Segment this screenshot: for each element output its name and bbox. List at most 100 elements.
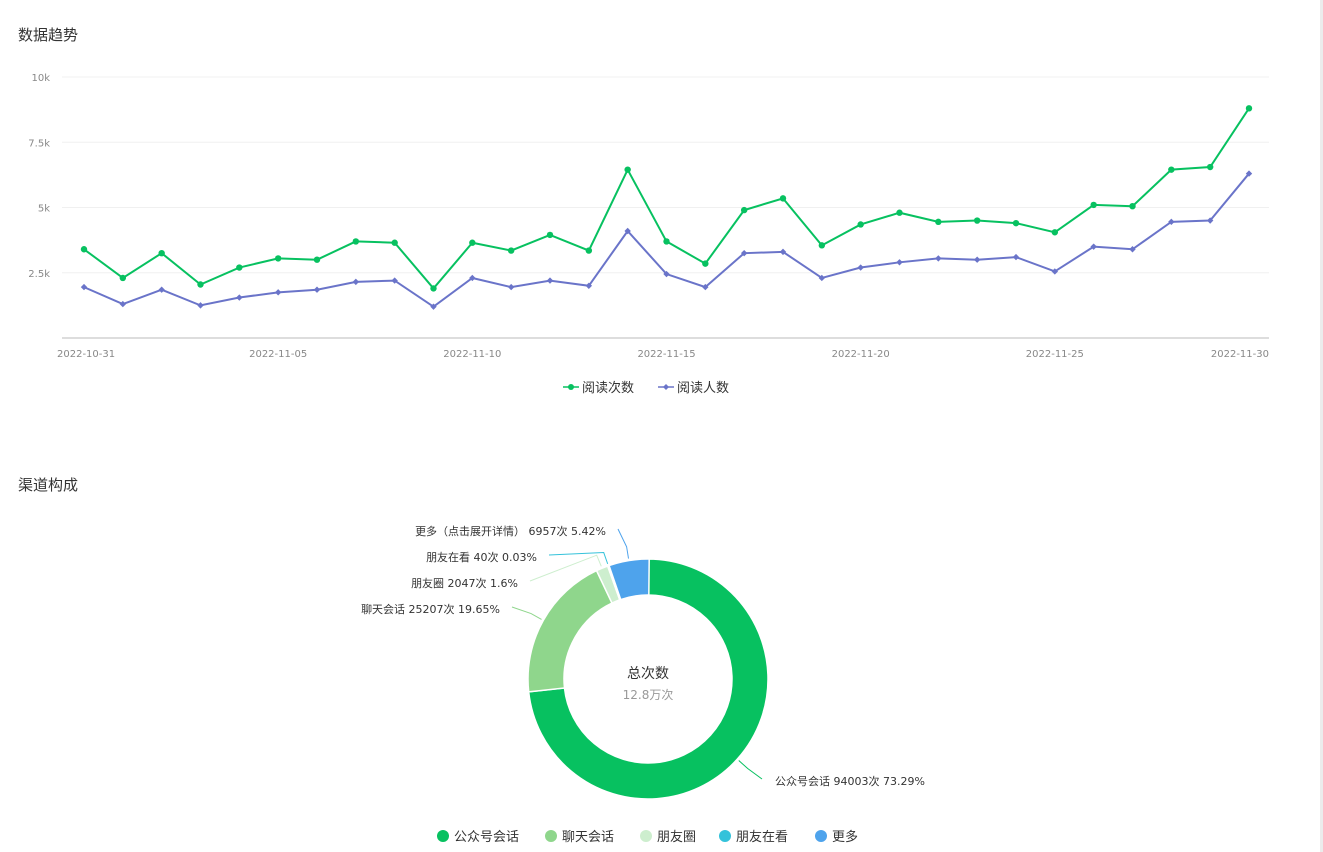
data-point[interactable]	[663, 270, 670, 278]
data-point[interactable]	[740, 249, 748, 257]
data-point[interactable]	[1245, 105, 1253, 112]
legend-label[interactable]: 聊天会话	[562, 830, 614, 845]
data-point[interactable]	[585, 282, 593, 289]
data-point[interactable]	[779, 195, 787, 202]
data-point[interactable]	[702, 260, 709, 267]
data-point[interactable]	[391, 239, 398, 246]
data-point[interactable]	[119, 300, 127, 308]
data-point[interactable]	[469, 274, 476, 282]
data-point[interactable]	[313, 256, 321, 263]
data-point[interactable]	[585, 247, 593, 254]
data-point[interactable]	[896, 259, 903, 266]
leader-line	[529, 554, 602, 582]
data-point[interactable]	[236, 294, 243, 301]
data-point[interactable]	[469, 239, 476, 246]
legend-dot[interactable]	[640, 830, 652, 842]
legend-label[interactable]: 阅读次数	[582, 380, 634, 396]
data-point[interactable]	[1012, 253, 1020, 261]
data-point[interactable]	[896, 209, 903, 216]
data-point[interactable]	[80, 283, 88, 291]
data-point[interactable]	[1129, 202, 1136, 210]
legend-label[interactable]: 阅读人数	[677, 381, 729, 396]
legend-label[interactable]: 公众号会话	[454, 830, 519, 845]
y-tick-label: 7.5k	[28, 138, 50, 149]
data-point[interactable]	[546, 231, 554, 239]
slice-label[interactable]: 更多（点击展开详情） 6957次 5.42%	[415, 524, 606, 538]
legend-dot[interactable]	[545, 830, 557, 842]
data-point[interactable]	[1090, 243, 1097, 250]
data-point[interactable]	[1012, 219, 1020, 227]
data-point[interactable]	[197, 302, 204, 309]
data-point[interactable]	[313, 286, 321, 293]
x-tick-label: 2022-10-31	[57, 349, 115, 360]
data-point[interactable]	[818, 242, 826, 249]
data-point[interactable]	[973, 256, 981, 263]
data-point[interactable]	[430, 285, 437, 292]
data-point[interactable]	[935, 255, 942, 262]
data-point[interactable]	[1168, 218, 1175, 226]
legend-label[interactable]: 更多	[832, 829, 858, 845]
data-point[interactable]	[935, 218, 942, 226]
data-point[interactable]	[1245, 170, 1253, 177]
data-point[interactable]	[352, 238, 360, 245]
donut-slice-1[interactable]	[527, 569, 613, 693]
leader-line	[511, 606, 542, 620]
data-point[interactable]	[507, 283, 515, 291]
legend-dot[interactable]	[815, 830, 827, 842]
data-point[interactable]	[391, 277, 398, 284]
data-point[interactable]	[857, 221, 864, 228]
data-point[interactable]	[158, 286, 165, 293]
data-point[interactable]	[1206, 163, 1214, 171]
channel-section-title: 渠道构成	[18, 476, 79, 494]
data-point[interactable]	[546, 277, 554, 284]
legend-marker[interactable]	[663, 384, 669, 390]
x-tick-label: 2022-11-15	[637, 349, 695, 360]
x-tick-label: 2022-11-20	[832, 349, 890, 360]
slice-label: 公众号会话 94003次 73.29%	[775, 774, 925, 788]
data-point[interactable]	[236, 264, 243, 271]
x-tick-label: 2022-11-05	[249, 349, 307, 360]
slice-label: 聊天会话 25207次 19.65%	[361, 602, 500, 616]
trend-line-chart: 2.5k 5k 7.5k 10k 2022-10-31 2022-11-05 2022-11…	[28, 73, 1269, 396]
data-point[interactable]	[119, 274, 127, 282]
legend-marker[interactable]	[568, 384, 574, 390]
data-point[interactable]	[1129, 246, 1136, 253]
donut-center-title: 总次数	[627, 666, 669, 682]
data-point[interactable]	[624, 166, 631, 173]
data-point[interactable]	[973, 217, 981, 224]
data-point[interactable]	[507, 247, 515, 254]
donut-slice-0[interactable]	[527, 558, 769, 800]
data-point[interactable]	[663, 238, 670, 245]
data-point[interactable]	[1168, 166, 1175, 173]
data-point[interactable]	[158, 249, 165, 257]
data-point[interactable]	[352, 278, 360, 286]
legend-dot[interactable]	[719, 830, 731, 842]
donut-slice-4[interactable]	[608, 558, 650, 601]
data-point[interactable]	[740, 206, 748, 214]
data-point[interactable]	[1051, 268, 1059, 275]
data-point[interactable]	[702, 283, 709, 291]
data-point[interactable]	[1051, 229, 1059, 236]
trend-section-title: 数据趋势	[18, 26, 79, 44]
legend-label[interactable]: 朋友圈	[657, 829, 696, 845]
legend-dot[interactable]	[437, 830, 449, 842]
data-point[interactable]	[430, 303, 437, 310]
data-point[interactable]	[818, 274, 826, 282]
data-point[interactable]	[1090, 201, 1097, 209]
y-tick-label: 2.5k	[28, 269, 50, 280]
leader-line	[548, 552, 609, 565]
data-point[interactable]	[779, 248, 787, 256]
x-tick-label: 2022-11-30	[1211, 349, 1269, 360]
data-point[interactable]	[274, 289, 282, 296]
data-point[interactable]	[1206, 217, 1214, 224]
data-point[interactable]	[624, 227, 631, 235]
legend-label[interactable]: 朋友在看	[736, 829, 788, 845]
data-point[interactable]	[197, 281, 204, 288]
data-point[interactable]	[274, 255, 282, 262]
y-tick-label: 10k	[31, 73, 50, 84]
scrollbar-track[interactable]	[1320, 0, 1323, 852]
data-point[interactable]	[857, 264, 864, 271]
slice-label: 朋友圈 2047次 1.6%	[411, 576, 518, 590]
data-point[interactable]	[80, 246, 88, 253]
